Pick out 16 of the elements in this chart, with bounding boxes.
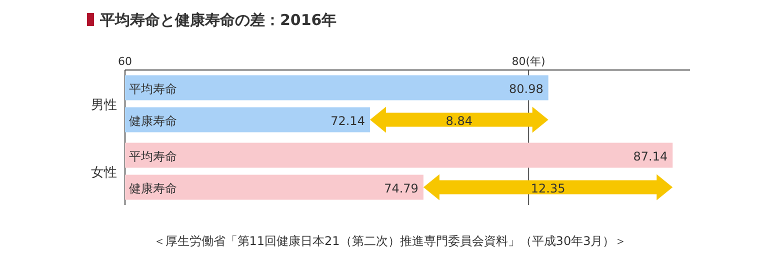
data-label: 74.79: [384, 181, 418, 196]
series-label: 平均寿命: [129, 82, 177, 96]
data-label: 87.14: [633, 149, 668, 164]
text: 平均寿命: [129, 149, 177, 164]
x-tick-label: 60: [118, 55, 132, 68]
annotation: 12.35: [530, 181, 566, 196]
y-tick-label: 男性: [91, 98, 117, 113]
x-tick-label: 80(年): [512, 55, 546, 68]
y-tick-label: 女性: [91, 165, 117, 180]
annotation: 8.84: [446, 114, 473, 128]
chart-title: 平均寿命と健康寿命の差：2016年: [99, 11, 337, 29]
series-label: 健康寿命: [129, 114, 177, 128]
text: 健康寿命: [129, 181, 177, 196]
data-label: 80.98: [508, 82, 544, 96]
text: ＜厚生労働省「第11回健康日本21（第二次）推進専門委員会資料」（平成30年3月）＞: [153, 234, 627, 248]
data-label: 72.14: [330, 114, 365, 128]
